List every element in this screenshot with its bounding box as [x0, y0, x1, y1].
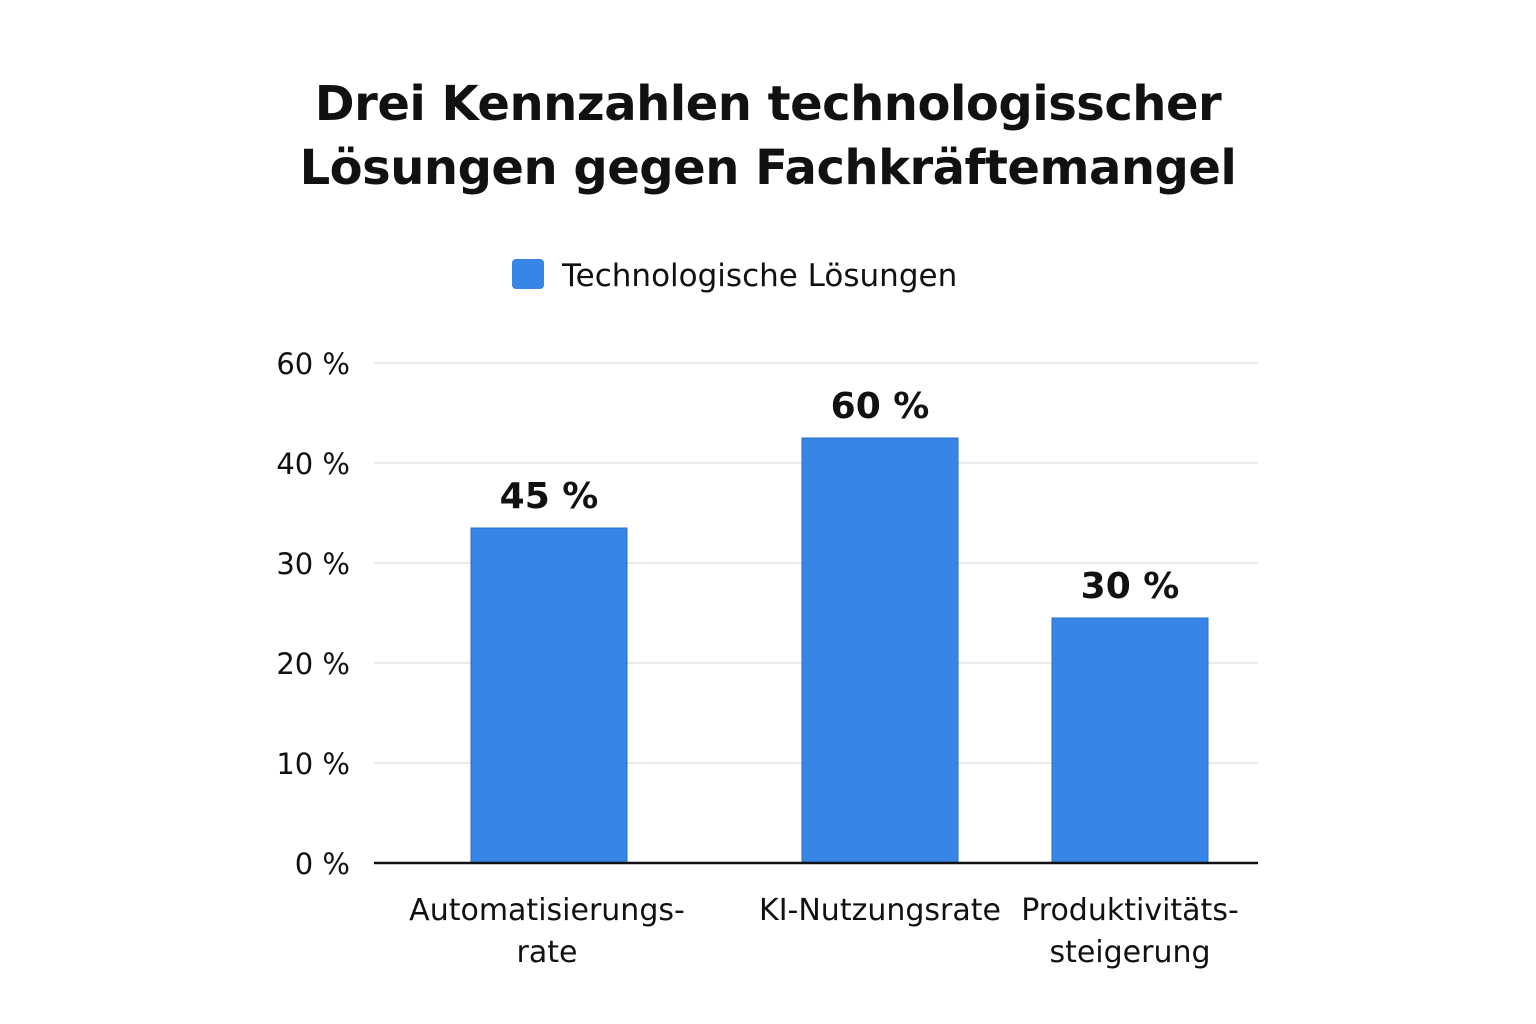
x-category-label: steigerung	[1049, 935, 1210, 970]
legend-label: Technologische Lösungen	[561, 258, 957, 294]
chart-title: Drei Kennzahlen technologisscher Lösunge…	[0, 72, 1536, 200]
y-axis-ticks: 0 % 10 % 20 % 30 % 40 % 60 %	[276, 347, 350, 881]
x-category-label: Automatisierungs-	[409, 893, 685, 928]
x-category-label: rate	[517, 935, 578, 970]
bar	[801, 437, 959, 864]
bar	[1051, 617, 1209, 864]
chart-title-line-2: Lösungen gegen Fachkräftemangel	[299, 140, 1237, 196]
y-tick-label: 40 %	[276, 447, 350, 481]
y-tick-label: 30 %	[276, 547, 350, 581]
y-tick-label: 20 %	[276, 647, 350, 681]
data-label: 30 %	[1081, 566, 1180, 607]
chart-title-line-1: Drei Kennzahlen technologisscher	[314, 76, 1222, 132]
data-labels: 45 % 60 % 30 %	[500, 386, 1180, 607]
data-label: 45 %	[500, 476, 599, 517]
x-category-label: KI-Nutzungsrate	[759, 893, 1001, 928]
y-tick-label: 0 %	[295, 847, 350, 881]
x-category-label: Produktivitäts-	[1021, 893, 1239, 928]
data-label: 60 %	[831, 386, 930, 427]
y-tick-label: 60 %	[276, 347, 350, 381]
category-labels: Automatisierungs-rate KI-Nutzungsrate Prod…	[409, 893, 1239, 970]
bar	[470, 527, 628, 864]
y-tick-label: 10 %	[276, 747, 350, 781]
legend: Technologische Lösungen	[512, 258, 957, 294]
legend-swatch	[512, 259, 544, 289]
bars	[470, 437, 1209, 864]
